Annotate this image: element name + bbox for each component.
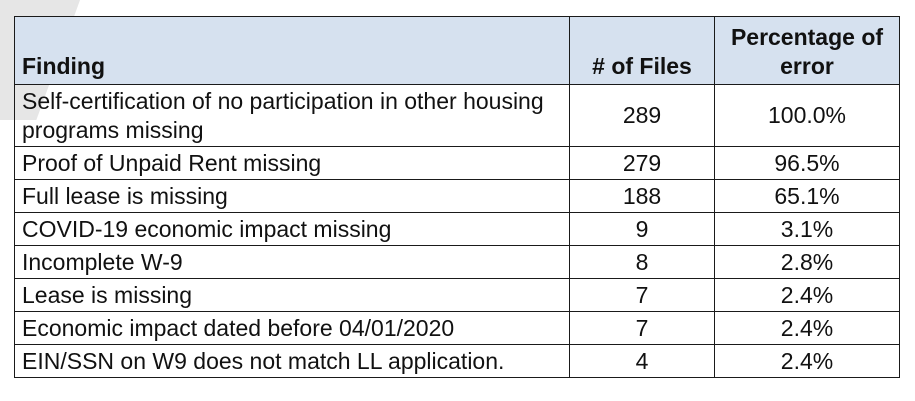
percentage-cell: 2.4% — [714, 311, 900, 345]
header-files: # of Files — [569, 16, 715, 85]
files-cell: 188 — [569, 179, 715, 213]
table-row: COVID-19 economic impact missing 9 3.1% — [14, 212, 900, 246]
table-row: EIN/SSN on W9 does not match LL applicat… — [14, 344, 900, 378]
header-percentage: Percentage of error — [714, 16, 900, 85]
percentage-cell: 96.5% — [714, 146, 900, 180]
percentage-cell: 2.4% — [714, 278, 900, 312]
finding-cell: Lease is missing — [14, 278, 570, 312]
table-row: Incomplete W-9 8 2.8% — [14, 245, 900, 279]
finding-cell: Proof of Unpaid Rent missing — [14, 146, 570, 180]
table-row: Lease is missing 7 2.4% — [14, 278, 900, 312]
table-row: Full lease is missing 188 65.1% — [14, 179, 900, 213]
table-row: Self-certification of no participation i… — [14, 84, 900, 147]
table-row: Proof of Unpaid Rent missing 279 96.5% — [14, 146, 900, 180]
finding-cell: Self-certification of no participation i… — [14, 84, 570, 147]
finding-cell: Full lease is missing — [14, 179, 570, 213]
finding-cell: COVID-19 economic impact missing — [14, 212, 570, 246]
percentage-cell: 2.8% — [714, 245, 900, 279]
table-header-row: Finding # of Files Percentage of error — [14, 16, 900, 85]
percentage-cell: 3.1% — [714, 212, 900, 246]
table-row: Economic impact dated before 04/01/2020 … — [14, 311, 900, 345]
finding-cell: EIN/SSN on W9 does not match LL applicat… — [14, 344, 570, 378]
files-cell: 4 — [569, 344, 715, 378]
files-cell: 279 — [569, 146, 715, 180]
percentage-cell: 100.0% — [714, 84, 900, 147]
finding-cell: Incomplete W-9 — [14, 245, 570, 279]
findings-table: Finding # of Files Percentage of error S… — [14, 16, 900, 378]
files-cell: 7 — [569, 311, 715, 345]
header-finding: Finding — [14, 16, 570, 85]
percentage-cell: 65.1% — [714, 179, 900, 213]
files-cell: 7 — [569, 278, 715, 312]
percentage-cell: 2.4% — [714, 344, 900, 378]
finding-cell: Economic impact dated before 04/01/2020 — [14, 311, 570, 345]
files-cell: 8 — [569, 245, 715, 279]
files-cell: 9 — [569, 212, 715, 246]
files-cell: 289 — [569, 84, 715, 147]
